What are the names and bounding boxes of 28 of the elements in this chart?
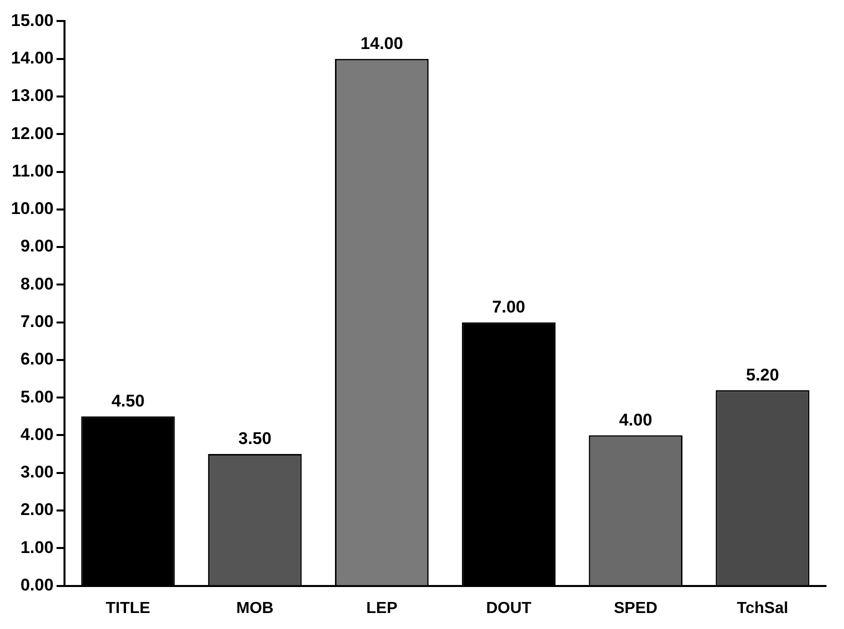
y-tick-label: 1.00 <box>20 538 54 557</box>
x-tick-label: LEP <box>366 600 398 617</box>
data-label: 4.00 <box>619 410 652 430</box>
y-tick-label: 4.00 <box>20 424 54 444</box>
y-tick-label: 15.00 <box>10 10 54 30</box>
y-tick-label: 13.00 <box>10 86 54 106</box>
data-label: 14.00 <box>360 34 404 54</box>
y-tick-label: 3.00 <box>20 462 54 482</box>
x-tick-label: TchSal <box>736 600 788 617</box>
y-tick-label: 0.00 <box>20 575 54 594</box>
y-tick-label: 2.00 <box>20 500 54 520</box>
data-label: 5.20 <box>746 365 780 384</box>
x-tick-label: DOUT <box>486 600 532 617</box>
data-label: 3.50 <box>238 429 272 448</box>
y-tick-label: 7.00 <box>20 312 54 332</box>
x-tick-label: SPED <box>614 600 658 617</box>
y-tick-label: 14.00 <box>10 48 54 68</box>
data-label: 7.00 <box>492 298 526 317</box>
y-tick-label: 5.00 <box>20 387 54 406</box>
y-tick-label: 10.00 <box>10 199 54 218</box>
x-tick-label: TITLE <box>106 600 151 617</box>
y-tick-label: 12.00 <box>10 124 54 143</box>
data-label: 4.50 <box>111 392 145 411</box>
y-tick-label: 11.00 <box>12 161 54 180</box>
y-tick-label: 8.00 <box>20 274 54 294</box>
x-tick-label: MOB <box>236 600 274 617</box>
y-tick-label: 9.00 <box>20 236 54 256</box>
y-tick-label: 6.00 <box>20 350 54 369</box>
